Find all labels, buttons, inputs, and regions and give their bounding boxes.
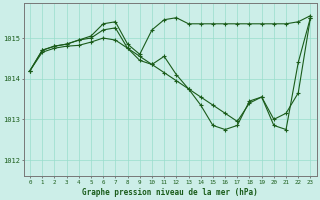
X-axis label: Graphe pression niveau de la mer (hPa): Graphe pression niveau de la mer (hPa) (82, 188, 258, 197)
